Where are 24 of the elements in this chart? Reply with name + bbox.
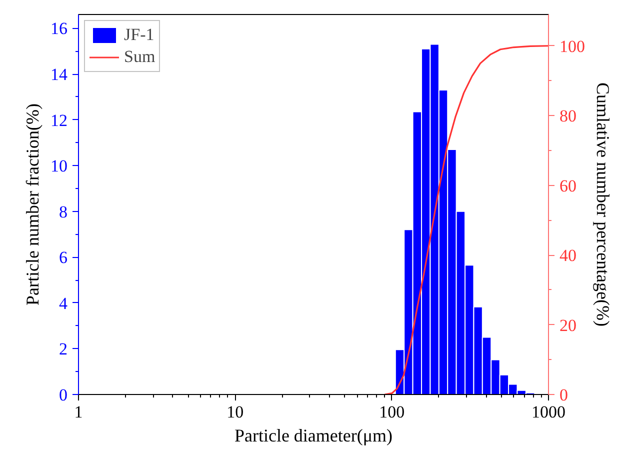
y2-tick-label: 0 — [560, 386, 568, 404]
y2-tick-label: 40 — [560, 246, 576, 266]
legend-label: Sum — [124, 47, 156, 67]
y-tick-label: 0 — [59, 386, 68, 404]
y2-tick-label: 100 — [560, 36, 585, 56]
y-axis-title: Particle number fraction(%) — [22, 104, 42, 306]
y2-tick-label: 80 — [560, 106, 576, 126]
y-tick-label: 4 — [59, 294, 68, 313]
x-axis-title: Particle diameter(μm) — [234, 426, 393, 446]
y2-axis-title: Cumlative number percentage(%) — [593, 82, 613, 326]
y-tick-label: 16 — [50, 19, 68, 38]
x-tick-label: 1000 — [532, 402, 566, 422]
legend-label: JF-1 — [124, 25, 154, 45]
x-tick-label: 1 — [74, 402, 83, 422]
x-tick-label: 10 — [226, 402, 244, 422]
y-tick-label: 8 — [59, 202, 68, 222]
y2-tick-label: 20 — [560, 316, 576, 335]
y-tick-label: 14 — [50, 65, 68, 84]
y2-tick-label: 60 — [560, 176, 576, 196]
y-tick-label: 2 — [59, 340, 68, 359]
y-tick-label: 10 — [50, 156, 68, 176]
y-tick-label: 12 — [50, 110, 68, 130]
y-tick-label: 6 — [59, 248, 68, 268]
x-tick-label: 100 — [379, 402, 405, 422]
